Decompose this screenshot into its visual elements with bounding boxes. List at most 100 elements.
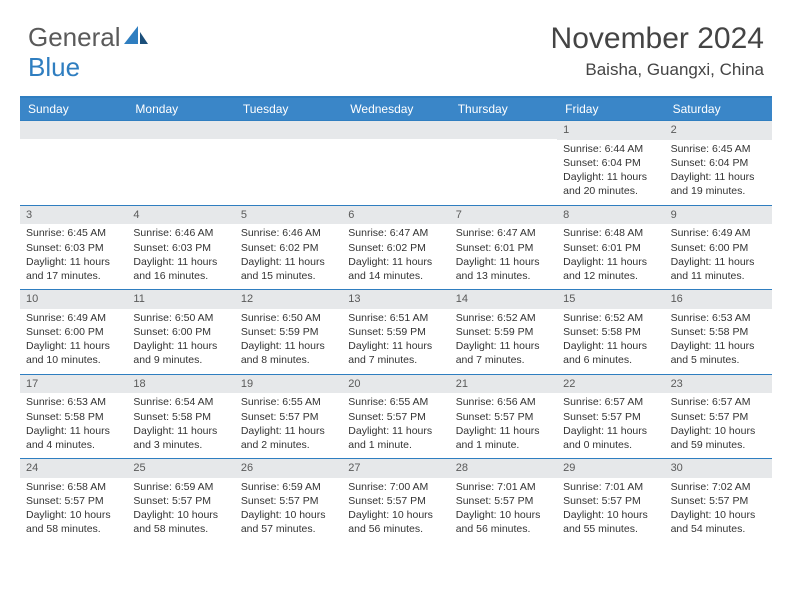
day-cell: 30Sunrise: 7:02 AMSunset: 5:57 PMDayligh… xyxy=(665,459,772,543)
day-cell: 21Sunrise: 6:56 AMSunset: 5:57 PMDayligh… xyxy=(450,375,557,459)
sunset-text: Sunset: 6:01 PM xyxy=(456,241,551,255)
sunrise-text: Sunrise: 6:53 AM xyxy=(26,395,121,409)
day-cell: 7Sunrise: 6:47 AMSunset: 6:01 PMDaylight… xyxy=(450,206,557,290)
daylight-text-1: Daylight: 11 hours xyxy=(241,255,336,269)
daylight-text-1: Daylight: 10 hours xyxy=(456,508,551,522)
sunrise-text: Sunrise: 6:59 AM xyxy=(133,480,228,494)
day-cell: 8Sunrise: 6:48 AMSunset: 6:01 PMDaylight… xyxy=(557,206,664,290)
day-number: 11 xyxy=(127,290,234,309)
day-cell: 20Sunrise: 6:55 AMSunset: 5:57 PMDayligh… xyxy=(342,375,449,459)
day-number: 19 xyxy=(235,375,342,394)
logo: General xyxy=(28,22,150,53)
day-cell: 9Sunrise: 6:49 AMSunset: 6:00 PMDaylight… xyxy=(665,206,772,290)
day-number: 2 xyxy=(665,121,772,140)
day-header-sat: Saturday xyxy=(665,98,772,120)
daylight-text-1: Daylight: 11 hours xyxy=(671,170,766,184)
daylight-text-2: and 16 minutes. xyxy=(133,269,228,283)
day-body: Sunrise: 7:01 AMSunset: 5:57 PMDaylight:… xyxy=(557,478,664,543)
sunrise-text: Sunrise: 6:50 AM xyxy=(241,311,336,325)
daylight-text-2: and 58 minutes. xyxy=(26,522,121,536)
sunset-text: Sunset: 5:57 PM xyxy=(563,410,658,424)
sunrise-text: Sunrise: 6:46 AM xyxy=(241,226,336,240)
day-cell: 10Sunrise: 6:49 AMSunset: 6:00 PMDayligh… xyxy=(20,290,127,374)
daylight-text-1: Daylight: 11 hours xyxy=(241,339,336,353)
day-number: 21 xyxy=(450,375,557,394)
day-cell xyxy=(342,121,449,205)
title-block: November 2024 Baisha, Guangxi, China xyxy=(551,22,764,80)
sunrise-text: Sunrise: 6:57 AM xyxy=(563,395,658,409)
sunrise-text: Sunrise: 6:56 AM xyxy=(456,395,551,409)
sunset-text: Sunset: 5:57 PM xyxy=(671,410,766,424)
daylight-text-1: Daylight: 10 hours xyxy=(133,508,228,522)
daylight-text-2: and 1 minute. xyxy=(348,438,443,452)
empty-day-header xyxy=(127,121,234,139)
sunrise-text: Sunrise: 6:50 AM xyxy=(133,311,228,325)
day-body: Sunrise: 6:59 AMSunset: 5:57 PMDaylight:… xyxy=(127,478,234,543)
daylight-text-2: and 12 minutes. xyxy=(563,269,658,283)
day-cell xyxy=(20,121,127,205)
day-number: 6 xyxy=(342,206,449,225)
sunset-text: Sunset: 5:57 PM xyxy=(241,494,336,508)
sunrise-text: Sunrise: 6:55 AM xyxy=(348,395,443,409)
sunrise-text: Sunrise: 6:47 AM xyxy=(348,226,443,240)
empty-day-header xyxy=(450,121,557,139)
daylight-text-2: and 6 minutes. xyxy=(563,353,658,367)
day-cell: 6Sunrise: 6:47 AMSunset: 6:02 PMDaylight… xyxy=(342,206,449,290)
day-cell: 25Sunrise: 6:59 AMSunset: 5:57 PMDayligh… xyxy=(127,459,234,543)
day-number: 22 xyxy=(557,375,664,394)
day-cell: 16Sunrise: 6:53 AMSunset: 5:58 PMDayligh… xyxy=(665,290,772,374)
sunset-text: Sunset: 5:58 PM xyxy=(133,410,228,424)
daylight-text-1: Daylight: 11 hours xyxy=(26,255,121,269)
sunrise-text: Sunrise: 6:49 AM xyxy=(671,226,766,240)
daylight-text-1: Daylight: 11 hours xyxy=(348,339,443,353)
daylight-text-2: and 57 minutes. xyxy=(241,522,336,536)
day-body: Sunrise: 7:02 AMSunset: 5:57 PMDaylight:… xyxy=(665,478,772,543)
daylight-text-1: Daylight: 11 hours xyxy=(348,424,443,438)
daylight-text-2: and 56 minutes. xyxy=(348,522,443,536)
daylight-text-1: Daylight: 11 hours xyxy=(456,255,551,269)
daylight-text-1: Daylight: 11 hours xyxy=(133,255,228,269)
daylight-text-2: and 2 minutes. xyxy=(241,438,336,452)
sunset-text: Sunset: 5:59 PM xyxy=(348,325,443,339)
day-body: Sunrise: 6:59 AMSunset: 5:57 PMDaylight:… xyxy=(235,478,342,543)
day-cell: 29Sunrise: 7:01 AMSunset: 5:57 PMDayligh… xyxy=(557,459,664,543)
daylight-text-2: and 8 minutes. xyxy=(241,353,336,367)
sunset-text: Sunset: 6:01 PM xyxy=(563,241,658,255)
daylight-text-2: and 9 minutes. xyxy=(133,353,228,367)
day-body: Sunrise: 6:52 AMSunset: 5:59 PMDaylight:… xyxy=(450,309,557,374)
daylight-text-1: Daylight: 11 hours xyxy=(563,339,658,353)
daylight-text-1: Daylight: 11 hours xyxy=(26,424,121,438)
day-number: 14 xyxy=(450,290,557,309)
sunset-text: Sunset: 5:57 PM xyxy=(241,410,336,424)
daylight-text-1: Daylight: 10 hours xyxy=(348,508,443,522)
day-body: Sunrise: 6:58 AMSunset: 5:57 PMDaylight:… xyxy=(20,478,127,543)
day-number: 15 xyxy=(557,290,664,309)
day-cell xyxy=(450,121,557,205)
day-cell: 1Sunrise: 6:44 AMSunset: 6:04 PMDaylight… xyxy=(557,121,664,205)
sunset-text: Sunset: 5:59 PM xyxy=(241,325,336,339)
day-body: Sunrise: 6:44 AMSunset: 6:04 PMDaylight:… xyxy=(557,140,664,205)
day-cell: 26Sunrise: 6:59 AMSunset: 5:57 PMDayligh… xyxy=(235,459,342,543)
day-header-mon: Monday xyxy=(127,98,234,120)
day-number: 10 xyxy=(20,290,127,309)
daylight-text-2: and 14 minutes. xyxy=(348,269,443,283)
sunset-text: Sunset: 5:58 PM xyxy=(671,325,766,339)
day-body: Sunrise: 6:47 AMSunset: 6:02 PMDaylight:… xyxy=(342,224,449,289)
day-body: Sunrise: 6:55 AMSunset: 5:57 PMDaylight:… xyxy=(235,393,342,458)
sunset-text: Sunset: 5:57 PM xyxy=(348,410,443,424)
day-cell: 18Sunrise: 6:54 AMSunset: 5:58 PMDayligh… xyxy=(127,375,234,459)
day-number: 30 xyxy=(665,459,772,478)
sunrise-text: Sunrise: 7:01 AM xyxy=(456,480,551,494)
day-cell: 23Sunrise: 6:57 AMSunset: 5:57 PMDayligh… xyxy=(665,375,772,459)
daylight-text-2: and 59 minutes. xyxy=(671,438,766,452)
daylight-text-1: Daylight: 11 hours xyxy=(26,339,121,353)
daylight-text-1: Daylight: 11 hours xyxy=(563,424,658,438)
daylight-text-2: and 19 minutes. xyxy=(671,184,766,198)
day-body: Sunrise: 6:52 AMSunset: 5:58 PMDaylight:… xyxy=(557,309,664,374)
sunset-text: Sunset: 6:00 PM xyxy=(26,325,121,339)
day-cell: 13Sunrise: 6:51 AMSunset: 5:59 PMDayligh… xyxy=(342,290,449,374)
empty-day-header xyxy=(235,121,342,139)
sunrise-text: Sunrise: 7:00 AM xyxy=(348,480,443,494)
day-body: Sunrise: 6:46 AMSunset: 6:02 PMDaylight:… xyxy=(235,224,342,289)
day-cell: 4Sunrise: 6:46 AMSunset: 6:03 PMDaylight… xyxy=(127,206,234,290)
